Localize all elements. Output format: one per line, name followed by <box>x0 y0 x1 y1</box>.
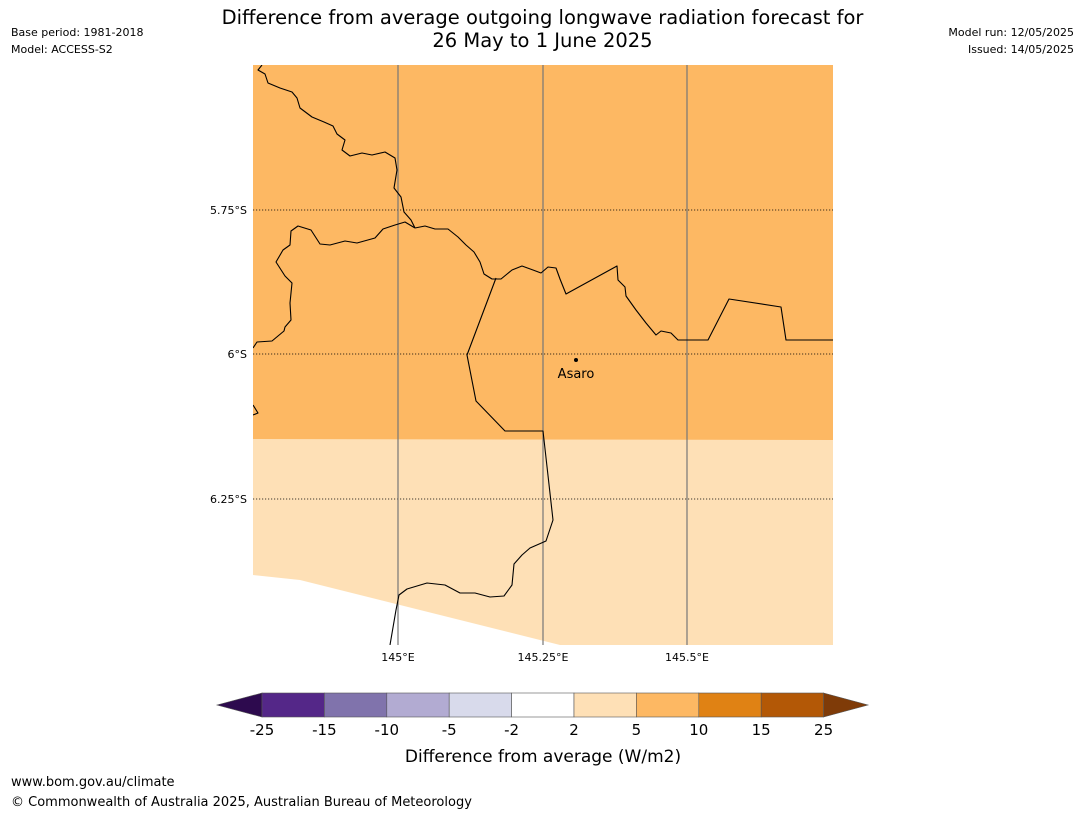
map-area <box>253 65 833 645</box>
lat-label-6-25: 6.25°S <box>210 493 247 506</box>
title-line-1: Difference from average outgoing longwav… <box>221 6 864 29</box>
colorbar-tick: 2 <box>569 721 579 739</box>
lat-label-5-75: 5.75°S <box>210 204 247 217</box>
province-boundaries <box>253 65 833 645</box>
longitude-gridlines <box>397 65 688 645</box>
boundary-west-stub <box>253 404 259 416</box>
colorbar-bin-1 <box>324 692 388 718</box>
lon-label-145-25: 145.25°E <box>518 651 569 664</box>
colorbar-bin-5 <box>573 692 637 718</box>
model-text: Model: ACCESS-S2 <box>11 42 113 56</box>
colorbar-tick: 15 <box>752 721 771 739</box>
colorbar-tick: -2 <box>504 721 519 739</box>
colorbar-extend-max <box>823 692 870 718</box>
colorbar-bin-2 <box>386 692 450 718</box>
lon-label-145-5: 145.5°E <box>665 651 709 664</box>
map-title: Difference from average outgoing longwav… <box>0 6 1085 52</box>
colorbar-label: Difference from average (W/m2) <box>405 747 681 767</box>
lon-label-145: 145°E <box>381 651 414 664</box>
metadata-left: Base period: 1981-2018 Model: ACCESS-S2 <box>11 25 143 58</box>
colorbar-bin-7 <box>698 692 762 718</box>
latitude-gridlines <box>253 209 833 500</box>
colorbar-bin-3 <box>448 692 512 718</box>
latitude-labels: 5.75°S 6°S 6.25°S <box>210 204 247 506</box>
boundary-north-west <box>257 65 416 229</box>
colorbar-bin-4 <box>511 692 575 718</box>
boundary-central <box>253 221 416 349</box>
colorbar-tick: -15 <box>312 721 337 739</box>
colorbar-tick: -25 <box>250 721 275 739</box>
colorbar <box>215 692 870 718</box>
issued-text: Issued: 14/05/2025 <box>967 42 1074 56</box>
metadata-right: Model run: 12/05/2025 Issued: 14/05/2025 <box>948 25 1074 58</box>
colorbar-tick: 25 <box>814 721 833 739</box>
colorbar-tick: 10 <box>689 721 708 739</box>
colorbar-extend-min <box>215 692 263 718</box>
colorbar-bin-6 <box>636 692 700 718</box>
model-run-text: Model run: 12/05/2025 <box>948 26 1074 39</box>
lat-label-6: 6°S <box>228 348 247 361</box>
footer-url: www.bom.gov.au/climate <box>11 775 175 790</box>
title-line-2: 26 May to 1 June 2025 <box>432 28 653 52</box>
footer-copyright: © Commonwealth of Australia 2025, Austra… <box>11 795 472 810</box>
colorbar-bin-8 <box>760 692 824 718</box>
colorbar-tick: -10 <box>375 721 400 739</box>
colorbar-tick: 5 <box>632 721 642 739</box>
colorbar-bin-0 <box>261 692 325 718</box>
boundary-central-east <box>414 225 833 341</box>
asaro-label: Asaro <box>558 367 595 382</box>
colorbar-tick: -5 <box>442 721 457 739</box>
asaro-marker <box>574 358 578 362</box>
boundary-east-highlands <box>389 277 554 645</box>
base-period-text: Base period: 1981-2018 <box>11 26 144 39</box>
longitude-labels: 145°E 145.25°E 145.5°E <box>381 651 709 664</box>
colorbar-ticks: -25 -15 -10 -5 -2 2 5 10 15 25 <box>250 721 833 739</box>
